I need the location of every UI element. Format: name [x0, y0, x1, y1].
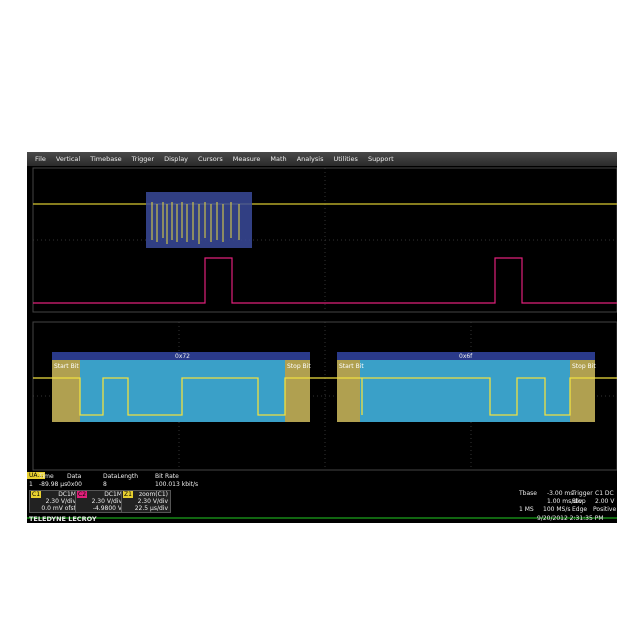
brand-logo: TELEDYNE LECROY: [29, 515, 97, 523]
table-cell: -89.98 µs: [39, 481, 68, 488]
trigger-label: Trigger: [572, 490, 593, 497]
table-header: Data: [67, 473, 82, 480]
start-bit-label: Start Bit: [54, 363, 79, 370]
menu-item[interactable]: Analysis: [296, 155, 324, 163]
channel-box[interactable]: Z1 zoom(C1) 2.30 V/div 22.5 µs/div: [121, 490, 171, 513]
channel-scale: 2.30 V/div: [137, 498, 168, 505]
menu-item[interactable]: Trigger: [131, 155, 155, 163]
channel-scale: 2.30 V/div: [45, 498, 76, 505]
timebase-samples: 1 MS: [519, 506, 534, 513]
trigger-source: C1 DC: [595, 490, 614, 497]
menu-item[interactable]: Utilities: [333, 155, 358, 163]
oscilloscope-screen: File Vertical Timebase Trigger Display Cursor…: [27, 152, 617, 523]
channel-box[interactable]: C2 DC1M 2.30 V/div -4.9800 V: [75, 490, 125, 513]
channel-label: C2: [77, 491, 88, 498]
channel-offset: -4.9800 V: [92, 505, 122, 512]
trigger-slope: Positive: [593, 506, 617, 513]
menu-item[interactable]: Cursors: [198, 155, 223, 163]
table-cell: 0x00: [67, 481, 83, 488]
menu-item[interactable]: Vertical: [55, 155, 81, 163]
table-cell: 8: [103, 481, 107, 488]
stop-bit-label: Stop Bit: [572, 363, 596, 370]
trigger-type: Edge: [572, 506, 588, 513]
table-cell: 100.013 kbit/s: [155, 481, 199, 488]
decode-byte: 0x6f: [459, 353, 473, 360]
table-cell: 1: [29, 481, 33, 488]
timestamp: 9/20/2012 2:31:35 PM: [537, 515, 604, 522]
channel-coupling: DC1M: [104, 491, 122, 498]
timebase-rate: 1.00 ms/div: [547, 498, 583, 505]
trigger-level: 2.00 V: [595, 498, 615, 505]
timebase-sample-rate: 100 MS/s: [543, 506, 571, 513]
timebase-delay: -3.00 ms: [547, 490, 574, 497]
table-header: DataLength: [103, 473, 139, 480]
start-bit-label: Start Bit: [339, 363, 364, 370]
menu-item[interactable]: Support: [367, 155, 394, 163]
menu-bar: File Vertical Timebase Trigger Display Cursor…: [27, 152, 617, 166]
table-header: Bit Rate: [155, 473, 179, 480]
stop-bit-label: Stop Bit: [287, 363, 311, 370]
table-header: Time: [39, 473, 54, 480]
trigger-mode: Stop: [572, 498, 586, 505]
channel-offset: 22.5 µs/div: [134, 505, 168, 512]
channel-coupling: DC1M: [58, 491, 76, 498]
channel-offset: 0.0 mV ofst: [41, 505, 76, 512]
channel-coupling: zoom(C1): [138, 491, 168, 498]
menu-item[interactable]: Math: [270, 155, 287, 163]
menu-item[interactable]: Display: [164, 155, 189, 163]
channel-label: Z1: [123, 491, 133, 498]
timebase-label: Tbase: [519, 490, 537, 497]
waveform-display: [27, 167, 617, 519]
channel-box[interactable]: C1 DC1M 2.30 V/div 0.0 mV ofst: [29, 490, 79, 513]
table-tab[interactable]: UA...: [27, 472, 46, 479]
channel-scale: 2.30 V/div: [91, 498, 122, 505]
channel-label: C1: [31, 491, 42, 498]
menu-item[interactable]: File: [35, 155, 46, 163]
decode-byte: 0x72: [175, 353, 191, 360]
menu-item[interactable]: Timebase: [90, 155, 122, 163]
menu-item[interactable]: Measure: [232, 155, 261, 163]
